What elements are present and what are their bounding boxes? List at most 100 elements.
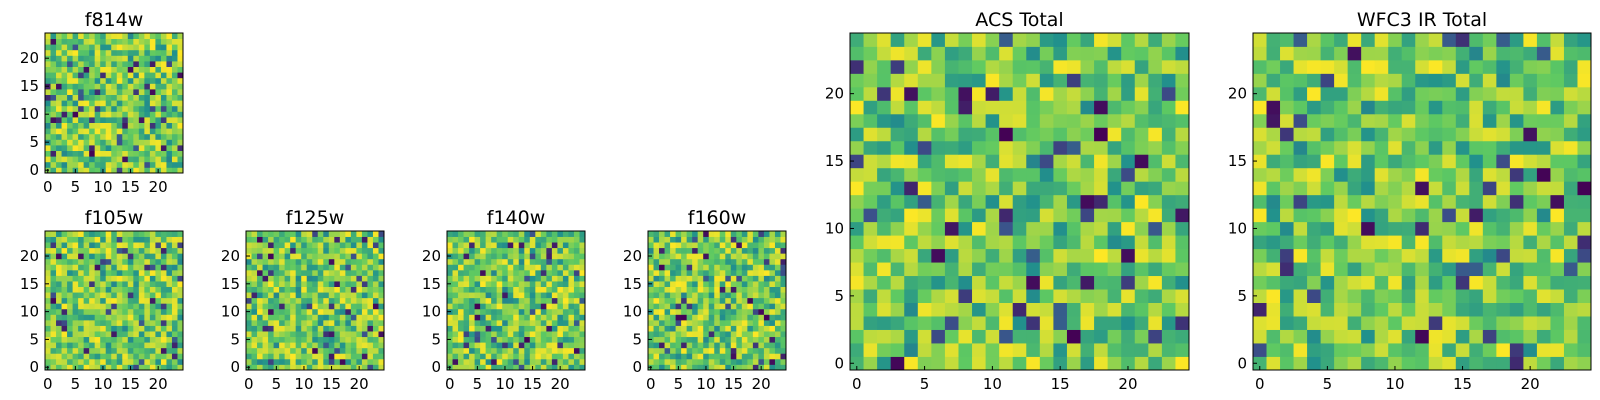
heatmap-cell xyxy=(1080,86,1095,101)
heatmap-cell xyxy=(904,235,919,250)
heatmap-cell xyxy=(367,319,374,326)
heatmap-cell xyxy=(328,353,335,360)
heatmap-cell xyxy=(452,353,459,360)
heatmap-cell xyxy=(1401,235,1416,250)
heatmap-cell xyxy=(290,331,297,338)
heatmap-cell xyxy=(323,247,330,254)
heatmap-cell xyxy=(94,83,101,90)
heatmap-cell xyxy=(133,111,140,118)
heatmap-cell xyxy=(469,247,475,254)
heatmap-cell xyxy=(502,303,509,310)
y-tick-label: 20 xyxy=(20,247,39,265)
heatmap-cell xyxy=(664,347,671,354)
heatmap-cell xyxy=(496,236,503,243)
heatmap-cell xyxy=(257,247,263,254)
heatmap-cell xyxy=(863,248,878,263)
heatmap-cell xyxy=(579,314,586,321)
heatmap-cell xyxy=(890,181,905,196)
heatmap-cell xyxy=(485,247,492,254)
heatmap-cell xyxy=(686,331,693,338)
heatmap-cell xyxy=(78,336,85,343)
heatmap-cell xyxy=(452,258,459,265)
heatmap-cell xyxy=(1161,302,1176,317)
heatmap-cell xyxy=(1442,343,1457,357)
heatmap-cell xyxy=(1523,154,1538,169)
heatmap-cell xyxy=(116,286,123,293)
heatmap-cell xyxy=(100,156,107,163)
heatmap-cell xyxy=(648,297,654,304)
heatmap-cell xyxy=(1523,302,1538,317)
heatmap-cell xyxy=(345,336,352,343)
heatmap-cell xyxy=(653,286,660,293)
heatmap-cell xyxy=(540,286,547,293)
heatmap-cell xyxy=(1053,356,1068,371)
heatmap-cell xyxy=(1496,181,1511,196)
heatmap-cell xyxy=(1577,181,1592,196)
heatmap-cell xyxy=(83,286,90,293)
heatmap-cell xyxy=(1388,248,1403,263)
heatmap-cell xyxy=(692,314,699,321)
heatmap-cell xyxy=(697,269,704,276)
heatmap-cell xyxy=(1482,59,1497,74)
heatmap-cell xyxy=(1280,343,1294,357)
heatmap-cell xyxy=(972,356,986,371)
heatmap-cell xyxy=(1107,248,1122,263)
heatmap-cell xyxy=(56,269,62,276)
heatmap-cell xyxy=(78,100,85,107)
heatmap-cell xyxy=(675,297,682,304)
heatmap-cell xyxy=(1523,73,1538,88)
heatmap-cell xyxy=(703,308,710,315)
heatmap-cell xyxy=(653,308,660,315)
heatmap-cell xyxy=(502,358,509,365)
heatmap-cell xyxy=(573,253,580,260)
heatmap-cell xyxy=(1563,113,1578,128)
heatmap-cell xyxy=(111,55,118,62)
heatmap-cell xyxy=(1550,46,1565,61)
heatmap-cell xyxy=(160,281,167,287)
heatmap-cell xyxy=(72,89,79,95)
heatmap-cell xyxy=(50,122,57,129)
heatmap-cell xyxy=(149,269,156,276)
heatmap-cell xyxy=(535,325,542,332)
y-tick-label: 15 xyxy=(623,275,642,293)
heatmap-cell xyxy=(1175,208,1190,223)
heatmap-cell xyxy=(356,331,363,338)
heatmap-cell xyxy=(730,342,737,349)
heatmap-cell xyxy=(1428,208,1443,223)
heatmap-cell xyxy=(985,46,1000,61)
heatmap-cell xyxy=(1415,343,1430,357)
heatmap-cell xyxy=(144,167,151,174)
heatmap-cell xyxy=(931,194,946,209)
heatmap-cell xyxy=(502,258,509,265)
heatmap-cell xyxy=(284,336,291,343)
heatmap-cell xyxy=(83,122,90,129)
y-tick-label: 10 xyxy=(1228,219,1247,237)
heatmap-cell xyxy=(469,281,475,287)
heatmap-cell xyxy=(1509,289,1524,303)
heatmap-cell xyxy=(61,77,68,84)
heatmap-cell xyxy=(334,319,341,326)
heatmap-cell xyxy=(452,336,459,343)
heatmap-cell xyxy=(1175,127,1190,142)
heatmap-cell xyxy=(708,253,715,260)
heatmap-cell xyxy=(1121,181,1136,196)
heatmap-cell xyxy=(1523,248,1538,263)
heatmap-cell xyxy=(697,253,704,260)
heatmap-cell xyxy=(1253,46,1267,61)
heatmap-cell xyxy=(268,297,274,304)
heatmap-cell xyxy=(485,231,492,237)
heatmap-cell xyxy=(1577,275,1592,290)
heatmap-cell xyxy=(94,347,101,354)
heatmap-cell xyxy=(1066,113,1081,128)
heatmap-cell xyxy=(72,66,79,73)
heatmap-cell xyxy=(485,264,492,271)
heatmap-cell xyxy=(877,221,892,236)
heatmap-cell xyxy=(774,264,781,271)
heatmap-cell xyxy=(149,100,156,107)
heatmap-cell xyxy=(850,33,864,47)
heatmap-cell xyxy=(1161,113,1176,128)
heatmap-cell xyxy=(290,347,297,354)
heatmap-cell xyxy=(177,231,184,237)
heatmap-cell xyxy=(1026,248,1041,263)
heatmap-cell xyxy=(122,100,129,107)
